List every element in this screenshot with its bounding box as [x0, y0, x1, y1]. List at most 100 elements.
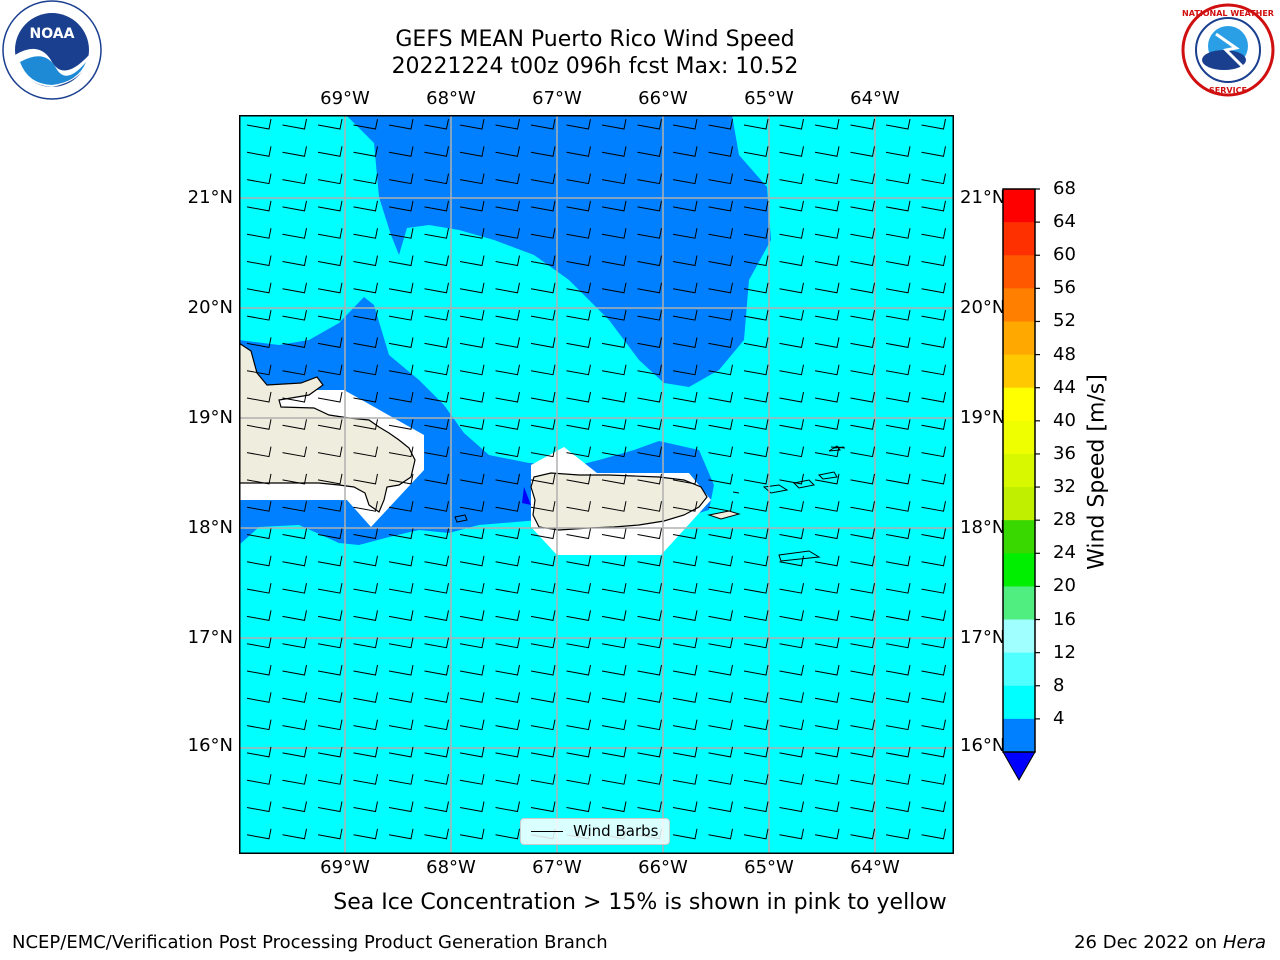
wind-speed-map — [239, 115, 954, 854]
wind-barb — [921, 419, 946, 430]
wind-barb — [459, 173, 485, 185]
wind-barb — [424, 282, 449, 294]
wind-barb — [566, 364, 591, 376]
wind-barb — [353, 719, 378, 731]
wind-barb — [637, 255, 662, 267]
wind-barb — [814, 446, 840, 458]
wind-barb — [282, 364, 307, 376]
wind-barb — [779, 719, 804, 731]
wind-barb — [743, 255, 769, 267]
wind-barb — [530, 719, 556, 731]
wind-barb — [566, 610, 591, 621]
wind-barb — [814, 746, 840, 758]
wind-barb — [566, 637, 591, 649]
wind-barb — [885, 391, 911, 403]
colorbar-band — [1003, 520, 1035, 554]
wind-barb — [921, 364, 946, 376]
wind-barb — [672, 118, 698, 130]
wind-barb — [459, 719, 485, 731]
wind-barb — [921, 664, 946, 676]
colorbar — [1002, 188, 1040, 782]
lon-label-top: 67°W — [532, 88, 582, 109]
wind-barb — [885, 555, 911, 567]
wind-barb — [282, 664, 307, 676]
wind-barb — [601, 364, 627, 376]
legend-line-icon — [531, 831, 563, 832]
colorbar-band — [1003, 685, 1035, 720]
wind-barb — [779, 118, 804, 130]
wind-barb — [637, 200, 662, 212]
colorbar-tick-label: 56 — [1053, 277, 1076, 299]
wind-barb — [566, 664, 591, 676]
wind-barb — [317, 828, 343, 840]
wind-barb — [921, 501, 946, 512]
wind-barb — [708, 473, 733, 485]
wind-barb — [424, 610, 449, 621]
wind-barb — [424, 118, 449, 130]
wind-barb — [317, 446, 343, 458]
wind-band-4-8 — [346, 115, 771, 387]
wind-barb — [424, 664, 449, 676]
lat-label-right: 19°N — [960, 407, 1006, 428]
wind-barb — [246, 419, 272, 430]
wind-barb — [353, 337, 378, 348]
vieques-island — [707, 510, 741, 520]
wind-barb — [814, 173, 840, 185]
wind-barb — [282, 337, 307, 348]
wind-barb — [601, 801, 627, 813]
wind-barb — [708, 391, 733, 403]
wind-barb — [282, 528, 307, 540]
wind-barb — [459, 337, 485, 348]
wind-barb — [530, 118, 556, 130]
wind-barb — [885, 501, 911, 512]
wind-barb — [601, 528, 627, 540]
wind-barb — [459, 555, 485, 567]
wind-barb — [779, 173, 804, 185]
wind-barb — [601, 173, 627, 185]
wind-barb — [637, 337, 662, 348]
wind-barb — [246, 801, 272, 813]
wind-barb — [459, 310, 485, 321]
wind-barb — [637, 501, 662, 512]
colorbar-band — [1003, 718, 1035, 753]
wind-barb — [353, 774, 378, 785]
wind-barb — [317, 419, 343, 430]
wind-barb — [708, 555, 733, 567]
wind-barb — [814, 610, 840, 621]
wind-barb — [388, 828, 414, 840]
wind-barb — [424, 364, 449, 376]
wind-barb — [495, 664, 520, 676]
wind-barb — [743, 801, 769, 813]
wind-barb — [459, 391, 485, 403]
wind-barb — [779, 501, 804, 512]
wind-barb — [388, 146, 414, 157]
wind-barb — [388, 637, 414, 649]
hispaniola-land — [239, 342, 416, 513]
wind-barb — [459, 528, 485, 540]
wind-barb — [672, 801, 698, 813]
wind-barb — [495, 610, 520, 621]
wind-barb — [601, 337, 627, 348]
wind-barb — [459, 255, 485, 267]
colorbar-band — [1003, 652, 1035, 687]
wind-barb — [495, 200, 520, 212]
wind-barb — [459, 828, 485, 840]
lat-label-left: 20°N — [187, 297, 233, 318]
wind-barb — [530, 419, 556, 430]
wind-barb — [317, 692, 343, 703]
wind-barb — [708, 610, 733, 621]
wind-barb — [850, 610, 875, 621]
wind-barb — [317, 528, 343, 540]
wind-barb — [495, 746, 520, 758]
lon-label-bottom: 69°W — [320, 857, 370, 878]
wind-barb — [282, 391, 307, 403]
wind-barb — [885, 419, 911, 430]
wind-barb — [885, 255, 911, 267]
wind-barb — [388, 774, 414, 785]
wind-barb — [779, 337, 804, 348]
wind-barb — [246, 173, 272, 185]
wind-barb — [779, 664, 804, 676]
wind-barb — [885, 282, 911, 294]
wind-barb — [743, 501, 769, 512]
wind-barb — [708, 501, 733, 512]
